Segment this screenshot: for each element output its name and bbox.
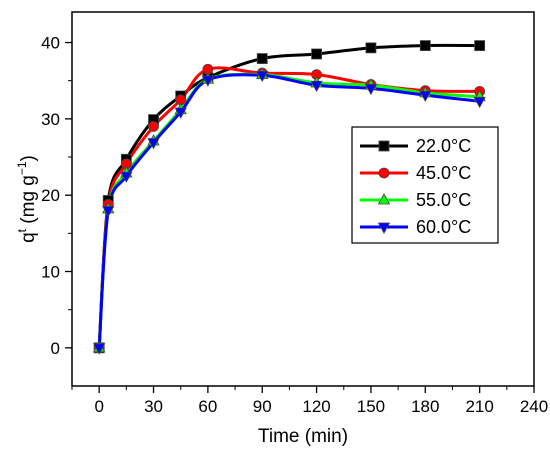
y-tick-label: 30 xyxy=(41,110,60,129)
x-axis-ticks: 0 30 60 90 120 150 180 210 240 xyxy=(71,386,548,416)
x-tick-label: 90 xyxy=(253,397,272,416)
legend-marker xyxy=(378,167,390,179)
data-point xyxy=(310,80,323,93)
y-tick-label: 20 xyxy=(41,186,60,205)
y-tick-label: 40 xyxy=(41,34,60,53)
legend-label: 22.0°C xyxy=(416,136,471,156)
data-point xyxy=(147,138,160,150)
x-tick-label: 120 xyxy=(302,397,330,416)
legend-label: 55.0°C xyxy=(416,190,471,210)
x-tick-label: 240 xyxy=(520,397,548,416)
y-axis-ticks: 0 10 20 30 40 xyxy=(41,34,72,358)
x-tick-label: 60 xyxy=(198,397,217,416)
x-tick-label: 210 xyxy=(465,397,493,416)
y-tick-label: 0 xyxy=(51,339,60,358)
legend-marker xyxy=(377,222,391,234)
y-axis-title: qt (mg g−1) xyxy=(15,155,39,243)
data-point xyxy=(365,42,377,54)
data-point xyxy=(148,121,159,132)
data-point xyxy=(120,171,133,183)
y-axis-title-unit-sup: −1 xyxy=(15,161,29,175)
x-tick-label: 150 xyxy=(357,397,385,416)
data-point xyxy=(473,96,486,109)
y-axis-title-sup: t xyxy=(15,228,29,232)
data-point xyxy=(419,90,432,103)
x-axis-title: Time (min) xyxy=(258,426,348,447)
legend: 22.0°C 45.0°C 55.0°C 60.0°C xyxy=(351,126,499,244)
series-layer xyxy=(92,40,486,355)
x-tick-label: 180 xyxy=(411,397,439,416)
data-point xyxy=(364,83,378,96)
legend-marker xyxy=(378,140,390,152)
y-tick-label: 10 xyxy=(41,263,60,282)
data-point xyxy=(419,40,431,51)
y-axis-title-base: q xyxy=(18,232,39,243)
data-point xyxy=(92,343,106,355)
y-axis-title-unit: (mg g xyxy=(18,175,39,229)
data-point xyxy=(201,75,215,87)
y-axis-title-unit-close: ) xyxy=(18,155,39,161)
data-point xyxy=(102,206,115,218)
data-point xyxy=(474,40,486,51)
data-point xyxy=(174,107,187,119)
x-tick-label: 30 xyxy=(144,397,163,416)
legend-marker xyxy=(377,193,391,205)
svg-text:qt (mg g−1): qt (mg g−1) xyxy=(15,155,39,243)
data-point xyxy=(256,70,269,83)
data-point xyxy=(256,53,268,64)
data-point xyxy=(311,48,322,60)
plot-frame xyxy=(71,11,535,387)
x-tick-label: 0 xyxy=(94,397,103,416)
legend-label: 60.0°C xyxy=(416,217,471,237)
series-markers xyxy=(92,70,486,355)
legend-label: 45.0°C xyxy=(416,163,471,183)
